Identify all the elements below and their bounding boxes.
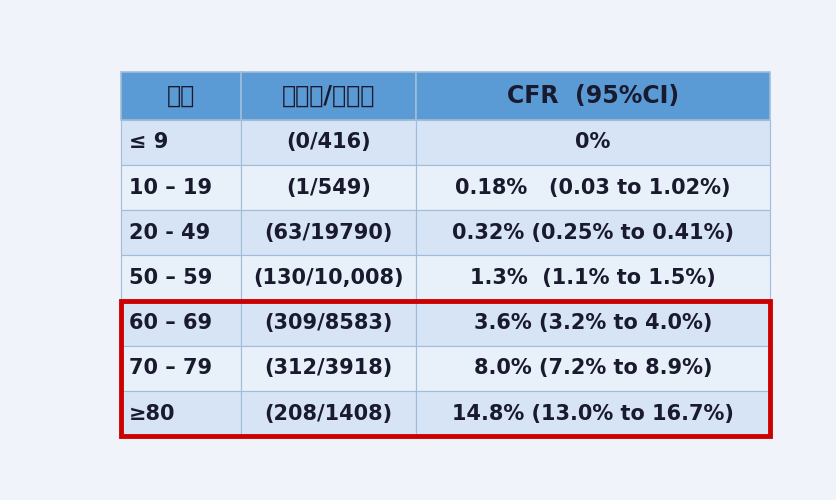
- Text: 0%: 0%: [574, 132, 609, 152]
- Bar: [241, 210, 415, 256]
- Bar: [241, 300, 415, 346]
- Bar: [415, 210, 768, 256]
- Bar: [415, 120, 768, 165]
- Text: 14.8% (13.0% to 16.7%): 14.8% (13.0% to 16.7%): [451, 404, 733, 423]
- Text: 10 – 19: 10 – 19: [129, 178, 212, 198]
- Bar: [241, 165, 415, 210]
- Text: 死亡数/病例数: 死亡数/病例数: [282, 84, 375, 108]
- Bar: [415, 72, 768, 120]
- Text: 年齢: 年齢: [166, 84, 195, 108]
- Bar: [415, 165, 768, 210]
- Bar: [120, 300, 768, 436]
- Text: 70 – 79: 70 – 79: [129, 358, 212, 378]
- Text: (312/3918): (312/3918): [264, 358, 392, 378]
- Text: 1.3%  (1.1% to 1.5%): 1.3% (1.1% to 1.5%): [469, 268, 715, 288]
- Text: (208/1408): (208/1408): [264, 404, 392, 423]
- Bar: [415, 300, 768, 346]
- Text: (0/416): (0/416): [286, 132, 370, 152]
- Text: 3.6% (3.2% to 4.0%): 3.6% (3.2% to 4.0%): [473, 313, 711, 333]
- Text: ≤ 9: ≤ 9: [129, 132, 168, 152]
- Text: ≥80: ≥80: [129, 404, 175, 423]
- Bar: [241, 72, 415, 120]
- Bar: [415, 346, 768, 391]
- Bar: [120, 72, 241, 120]
- Bar: [415, 256, 768, 300]
- Bar: [241, 346, 415, 391]
- Bar: [120, 210, 241, 256]
- Text: (309/8583): (309/8583): [264, 313, 392, 333]
- Text: 60 – 69: 60 – 69: [129, 313, 212, 333]
- Text: CFR  (95%CI): CFR (95%CI): [506, 84, 678, 108]
- Bar: [120, 346, 241, 391]
- Text: 0.32% (0.25% to 0.41%): 0.32% (0.25% to 0.41%): [451, 223, 733, 243]
- Text: 0.18%   (0.03 to 1.02%): 0.18% (0.03 to 1.02%): [455, 178, 730, 198]
- Bar: [120, 391, 241, 436]
- Text: (130/10,008): (130/10,008): [252, 268, 403, 288]
- Text: 50 – 59: 50 – 59: [129, 268, 212, 288]
- Text: (63/19790): (63/19790): [264, 223, 392, 243]
- Text: 20 - 49: 20 - 49: [129, 223, 210, 243]
- Bar: [120, 165, 241, 210]
- Bar: [241, 120, 415, 165]
- Bar: [415, 391, 768, 436]
- Bar: [120, 120, 241, 165]
- Bar: [120, 256, 241, 300]
- Bar: [241, 256, 415, 300]
- Text: (1/549): (1/549): [286, 178, 370, 198]
- Bar: [241, 391, 415, 436]
- Bar: [120, 300, 241, 346]
- Text: 8.0% (7.2% to 8.9%): 8.0% (7.2% to 8.9%): [473, 358, 711, 378]
